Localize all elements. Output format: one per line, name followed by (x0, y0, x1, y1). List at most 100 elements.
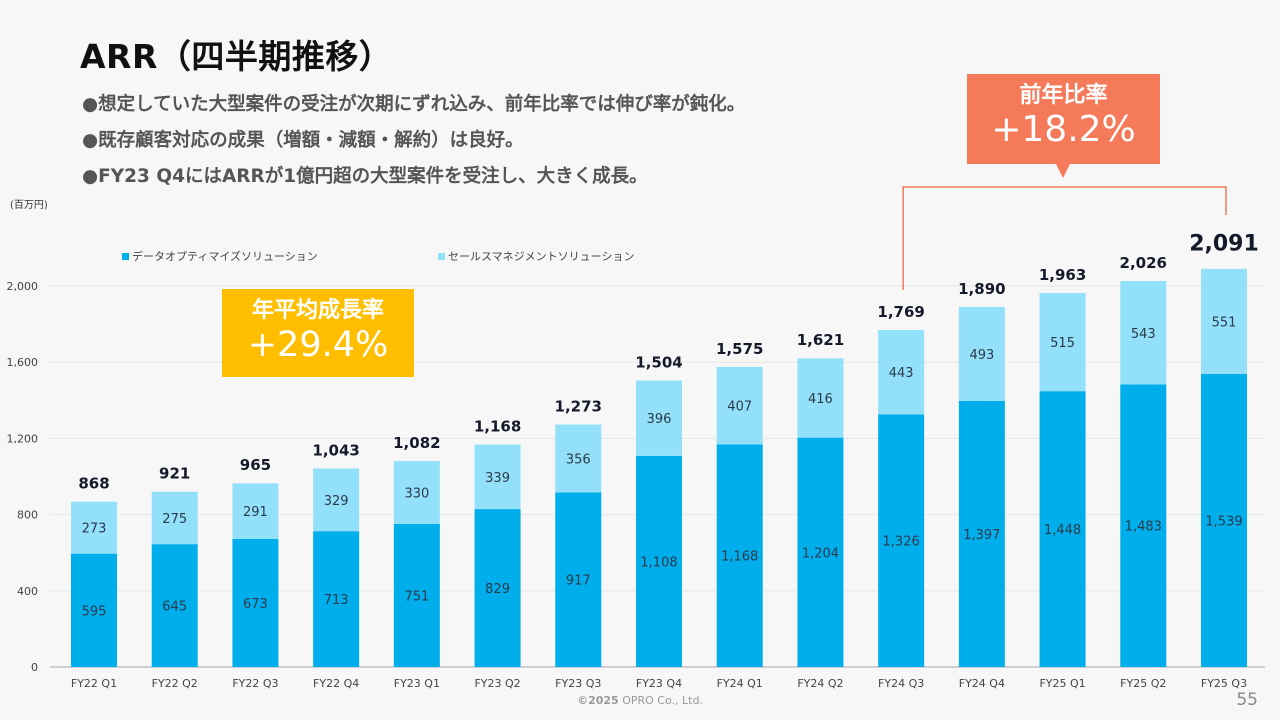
yoy-callout-label: 前年比率 (1019, 83, 1108, 108)
x-tick-label: FY24 Q2 (797, 677, 843, 690)
bar-segment-sales-management (71, 501, 117, 554)
yoy-callout-pointer (1056, 164, 1070, 178)
legend-label: データオプティマイズソリューション (132, 250, 318, 263)
x-tick-label: FY23 Q4 (636, 677, 682, 690)
yoy-callout-value: +18.2% (991, 109, 1136, 150)
x-tick-label: FY25 Q2 (1120, 677, 1166, 690)
segment-value-label-sales-management: 356 (566, 452, 591, 467)
segment-value-label-data-optimize: 713 (324, 593, 349, 608)
segment-value-label-data-optimize: 595 (82, 604, 107, 619)
x-tick-label: FY22 Q4 (313, 677, 359, 690)
total-value-label: 921 (159, 465, 190, 483)
legend-item-data-optimize: データオプティマイズソリューション (122, 248, 318, 264)
bar-segment-sales-management (232, 483, 279, 539)
bar-segment-data-optimize (797, 437, 844, 667)
y-tick-label: 2,000 (7, 280, 39, 293)
segment-value-label-data-optimize: 1,539 (1205, 514, 1242, 529)
segment-value-label-sales-management: 291 (243, 505, 268, 520)
bar-segment-data-optimize (636, 455, 682, 667)
x-tick-label: FY23 Q2 (474, 677, 520, 690)
segment-value-label-data-optimize: 1,483 (1125, 520, 1162, 535)
total-value-label: 1,769 (877, 303, 924, 321)
x-tick-label: FY24 Q4 (959, 677, 1005, 690)
legend-swatch (438, 252, 445, 260)
total-value-label: 2,026 (1120, 254, 1167, 272)
page-number: 55 (1236, 690, 1258, 710)
bar-segment-sales-management (474, 444, 521, 510)
x-tick-label: FY24 Q3 (878, 677, 924, 690)
legend-swatch (122, 252, 129, 260)
segment-value-label-sales-management: 339 (485, 471, 510, 486)
x-tick-label: FY24 Q1 (717, 677, 763, 690)
total-value-label: 965 (240, 456, 271, 474)
total-value-label: 868 (78, 475, 109, 493)
bullet-item: ●想定していた大型案件の受注が次期にずれ込み、前年比率では伸び率が鈍化。 (82, 94, 746, 115)
y-axis-unit-label: (百万円) (10, 200, 48, 211)
legend-item-sales-management: セールスマネジメントソリューション (438, 248, 634, 264)
bar-segment-data-optimize (716, 444, 763, 667)
total-value-label: 1,621 (797, 331, 844, 349)
total-value-label: 1,043 (312, 441, 359, 459)
y-tick-label: 400 (17, 585, 38, 598)
bar-segment-sales-management (1039, 293, 1086, 392)
y-tick-label: 1,600 (7, 356, 39, 369)
segment-value-label-sales-management: 330 (404, 487, 429, 502)
bar-segment-sales-management (313, 468, 360, 532)
segment-value-label-sales-management: 416 (808, 392, 833, 407)
segment-value-label-sales-management: 396 (647, 412, 672, 427)
bar-segment-sales-management (151, 491, 198, 545)
bar-segment-sales-management (636, 380, 682, 456)
segment-value-label-sales-management: 273 (82, 522, 107, 537)
y-tick-label: 1,200 (7, 432, 39, 445)
segment-value-label-data-optimize: 1,108 (640, 555, 677, 570)
segment-value-label-data-optimize: 829 (485, 582, 510, 597)
segment-value-label-data-optimize: 1,168 (721, 550, 758, 565)
total-value-label: 1,963 (1039, 266, 1086, 284)
cagr-callout: 年平均成長率 +29.4% (222, 289, 414, 377)
slide-title: ARR（四半期推移） (80, 37, 393, 76)
segment-value-label-sales-management: 493 (969, 348, 994, 363)
segment-value-label-sales-management: 443 (889, 366, 914, 381)
total-value-label: 1,273 (555, 397, 602, 415)
x-tick-label: FY23 Q1 (394, 677, 440, 690)
yoy-callout: 前年比率 +18.2% (967, 74, 1160, 178)
x-tick-label: FY22 Q2 (152, 677, 198, 690)
x-tick-label: FY25 Q3 (1201, 677, 1247, 690)
bar-segment-data-optimize (393, 523, 440, 667)
bar-segment-sales-management (716, 366, 763, 445)
footer-copyright: ©2025 OPRO Co., Ltd. (0, 694, 1280, 707)
segment-value-label-data-optimize: 1,397 (963, 528, 1000, 543)
x-tick-label: FY22 Q1 (71, 677, 117, 690)
bullet-item: ●既存顧客対応の成果（増額・減額・解約）は良好。 (82, 130, 524, 151)
bar-segment-sales-management (555, 424, 602, 493)
bar-segment-sales-management (797, 358, 844, 438)
segment-value-label-data-optimize: 751 (404, 589, 429, 604)
bar-segment-sales-management (878, 330, 925, 415)
total-value-label: 1,168 (474, 417, 521, 435)
cagr-callout-value: +29.4% (247, 325, 389, 365)
bar-segment-data-optimize (71, 553, 117, 667)
bar-segment-data-optimize (151, 544, 198, 667)
segment-value-label-sales-management: 543 (1131, 327, 1156, 342)
segment-value-label-data-optimize: 1,448 (1044, 523, 1081, 538)
total-value-label: 2,091 (1189, 232, 1259, 257)
yoy-bracket-line (902, 186, 1227, 291)
segment-value-label-sales-management: 551 (1212, 315, 1237, 330)
segment-value-label-sales-management: 329 (324, 494, 349, 509)
segment-value-label-sales-management: 275 (162, 512, 187, 527)
segment-value-label-data-optimize: 645 (162, 600, 187, 615)
legend-label: セールスマネジメントソリューション (448, 250, 635, 263)
x-tick-label: FY23 Q3 (555, 677, 601, 690)
cagr-callout-label: 年平均成長率 (251, 298, 384, 323)
bar-segment-data-optimize (878, 414, 925, 667)
total-value-label: 1,082 (393, 434, 440, 452)
x-tick-label: FY25 Q1 (1039, 677, 1085, 690)
bar-segment-data-optimize (958, 400, 1005, 667)
company-name: OPRO Co., Ltd. (622, 694, 703, 707)
bar-segment-data-optimize (313, 531, 360, 667)
bar-segment-sales-management (958, 306, 1005, 401)
segment-value-label-data-optimize: 673 (243, 597, 268, 612)
segment-value-label-sales-management: 407 (727, 400, 752, 415)
bar-segment-data-optimize (1201, 373, 1247, 667)
